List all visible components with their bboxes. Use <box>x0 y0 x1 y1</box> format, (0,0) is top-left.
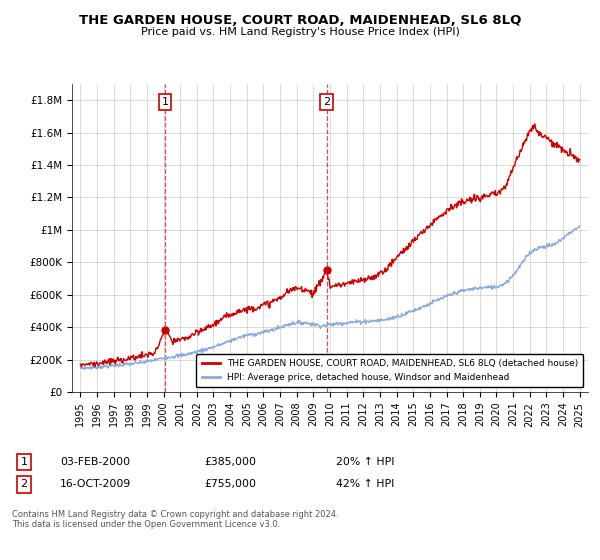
Text: 1: 1 <box>161 97 169 107</box>
Text: £755,000: £755,000 <box>204 479 256 489</box>
Text: Contains HM Land Registry data © Crown copyright and database right 2024.
This d: Contains HM Land Registry data © Crown c… <box>12 510 338 529</box>
Text: 2: 2 <box>20 479 28 489</box>
Text: 42% ↑ HPI: 42% ↑ HPI <box>336 479 394 489</box>
Text: £385,000: £385,000 <box>204 457 256 467</box>
Text: 03-FEB-2000: 03-FEB-2000 <box>60 457 130 467</box>
Text: 20% ↑ HPI: 20% ↑ HPI <box>336 457 395 467</box>
Text: 2: 2 <box>323 97 330 107</box>
Text: 16-OCT-2009: 16-OCT-2009 <box>60 479 131 489</box>
Text: Price paid vs. HM Land Registry's House Price Index (HPI): Price paid vs. HM Land Registry's House … <box>140 27 460 37</box>
Text: THE GARDEN HOUSE, COURT ROAD, MAIDENHEAD, SL6 8LQ: THE GARDEN HOUSE, COURT ROAD, MAIDENHEAD… <box>79 14 521 27</box>
Text: 1: 1 <box>20 457 28 467</box>
Legend: THE GARDEN HOUSE, COURT ROAD, MAIDENHEAD, SL6 8LQ (detached house), HPI: Average: THE GARDEN HOUSE, COURT ROAD, MAIDENHEAD… <box>196 354 583 388</box>
